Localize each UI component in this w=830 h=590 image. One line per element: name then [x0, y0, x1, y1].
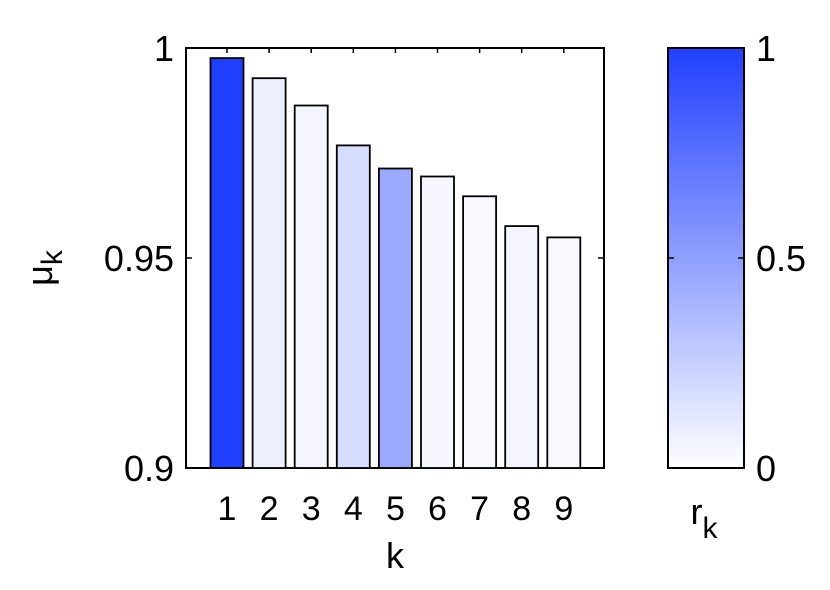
y-tick-label-1: 0.95: [104, 238, 174, 279]
svg-text:μk: μk: [19, 249, 69, 286]
y-axis-label-main: μ: [19, 265, 60, 286]
y-tick-label-2: 1: [154, 28, 174, 69]
colorbar-ticks: 00.51: [668, 28, 806, 489]
colorbar-label-sub: k: [703, 512, 719, 545]
colorbar-gradient: [667, 47, 745, 469]
x-tick-label-4: 4: [344, 490, 363, 528]
y-axis-label-sub: k: [36, 249, 69, 265]
x-tick-label-8: 8: [512, 490, 531, 528]
bar-1: [209, 57, 245, 469]
bar-6: [420, 175, 455, 469]
colorbar-tick-label-1: 0.5: [756, 238, 806, 279]
colorbar: 00.51 rk: [667, 28, 806, 545]
x-tick-label-2: 2: [260, 490, 279, 528]
bar-8: [504, 225, 540, 469]
x-tick-label-7: 7: [470, 490, 489, 528]
y-axis-label: μk: [19, 249, 69, 286]
x-tick-label-3: 3: [302, 490, 321, 528]
colorbar-tick-label-2: 1: [756, 28, 776, 69]
x-tick-label-1: 1: [218, 490, 237, 528]
x-tick-label-9: 9: [554, 490, 573, 528]
bar-3: [293, 104, 329, 469]
colorbar-label: rk: [691, 491, 719, 545]
x-tick-label-6: 6: [428, 490, 447, 528]
bar-7: [462, 195, 498, 469]
bars-group: [209, 57, 582, 469]
y-ticks: 0.9 0.95 1: [104, 28, 604, 489]
bar-2: [251, 77, 287, 469]
x-tick-label-5: 5: [386, 490, 405, 528]
bar-4: [335, 144, 371, 469]
bar-5: [377, 167, 413, 469]
bar-9: [546, 236, 582, 469]
colorbar-label-main: r: [691, 491, 703, 532]
x-axis-label: k: [386, 535, 405, 576]
colorbar-tick-label-0: 0: [756, 448, 776, 489]
y-tick-label-0: 0.9: [124, 448, 174, 489]
